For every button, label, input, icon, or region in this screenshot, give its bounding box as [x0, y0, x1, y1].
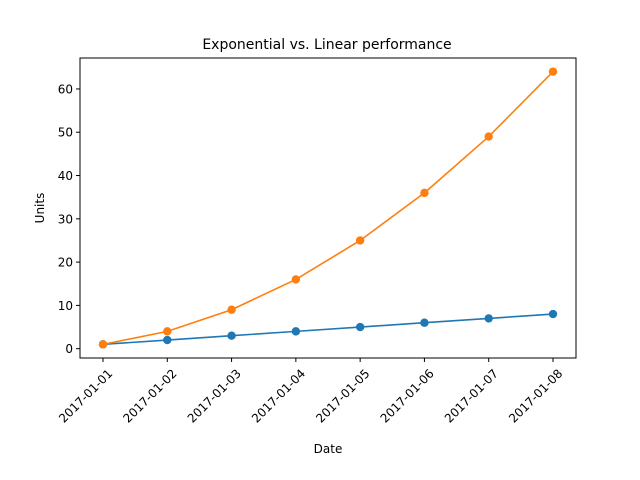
series-2-point: [98, 340, 108, 349]
y-tick-label: 60: [58, 82, 73, 96]
series-1-line: [102, 313, 554, 346]
series-2-point: [163, 327, 172, 336]
x-axis-label: Date: [314, 442, 343, 456]
plot-area: [98, 67, 558, 349]
series-1-point: [355, 322, 365, 332]
y-tick-label: 0: [65, 342, 73, 356]
series-1-point: [484, 314, 493, 323]
x-axis: 2017-01-01 2017-01-02 2017-01-03 2017-01-04…: [56, 358, 565, 426]
series-1-point: [227, 331, 236, 340]
x-tick-label: 2017-01-08: [506, 366, 565, 425]
series-1-point: [548, 309, 558, 319]
series-2-point: [355, 236, 365, 245]
x-tick-label: 2017-01-07: [442, 366, 501, 425]
series-2-point: [420, 188, 429, 198]
series-2-point: [548, 67, 558, 76]
chart-title: Exponential vs. Linear performance: [202, 37, 451, 53]
y-tick-label: 30: [58, 212, 73, 226]
x-tick-label: 2017-01-04: [249, 366, 308, 425]
x-tick-label: 2017-01-03: [185, 366, 244, 425]
x-tick-label: 2017-01-05: [313, 366, 372, 425]
x-tick-label: 2017-01-02: [120, 366, 179, 425]
series-2-point: [291, 275, 301, 284]
x-tick-label: 2017-01-01: [56, 366, 115, 425]
series-2-point: [227, 305, 236, 314]
y-axis-label: Units: [33, 193, 47, 224]
y-axis: 0 10 20 30 40 50 60: [58, 82, 80, 356]
series-1-point: [291, 327, 301, 336]
series-2-point: [484, 132, 493, 141]
y-tick-label: 10: [58, 299, 73, 313]
series-1-point: [420, 318, 429, 327]
series-1-point: [163, 335, 172, 345]
y-tick-label: 40: [58, 169, 73, 183]
x-tick-label: 2017-01-06: [378, 366, 437, 425]
axes-frame: [79, 57, 577, 359]
series-2-line: [102, 71, 554, 346]
y-tick-label: 50: [58, 126, 73, 140]
y-tick-label: 20: [58, 256, 73, 270]
